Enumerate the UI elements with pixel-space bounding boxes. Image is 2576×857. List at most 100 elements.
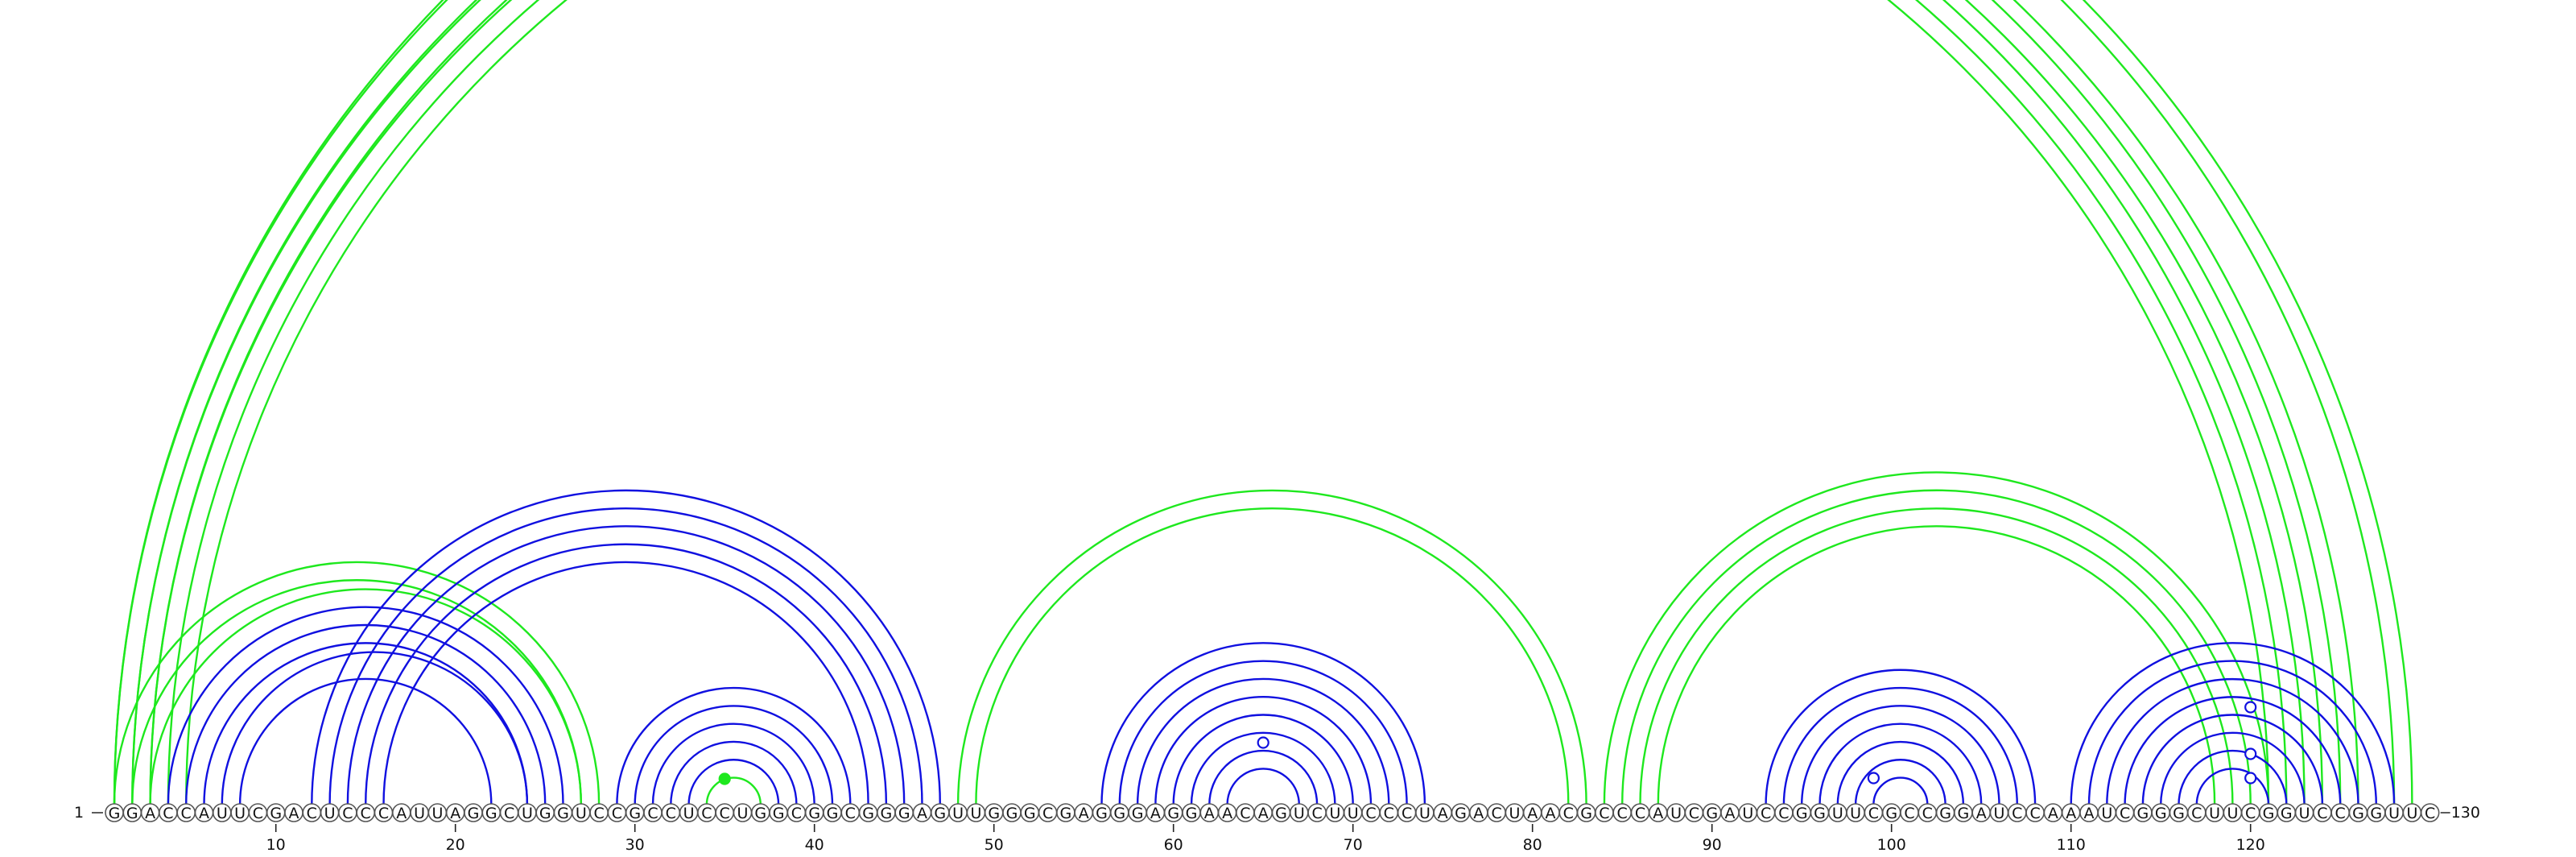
nucleotide: A — [1720, 803, 1740, 822]
nucleotide: A — [1199, 803, 1220, 822]
nucleotide: G — [2277, 803, 2297, 822]
nucleotide: G — [1056, 803, 1075, 822]
nucleotide-letter: C — [1904, 805, 1914, 822]
nucleotide: U — [1738, 803, 1758, 822]
base-pair-arc — [1657, 525, 2216, 805]
nucleotide-letter: A — [917, 805, 927, 822]
nucleotide: U — [2384, 803, 2404, 822]
nucleotide-letter: U — [1670, 805, 1682, 822]
nucleotide: G — [535, 803, 555, 822]
nucleotide: C — [1236, 803, 1255, 822]
nucleotide: U — [410, 803, 429, 822]
nucleotide-letter: U — [522, 805, 533, 822]
nucleotide-letter: A — [199, 805, 209, 822]
nucleotide: U — [966, 803, 986, 822]
nucleotide-letter: G — [988, 805, 1000, 822]
nucleotide-letter: A — [289, 805, 299, 822]
base-pair-arc — [1118, 660, 1408, 805]
nucleotide-letter: G — [1006, 805, 1018, 822]
nucleotide: U — [2097, 803, 2117, 822]
nucleotide-letter: G — [1024, 805, 1036, 822]
nucleotide: G — [1020, 803, 1040, 822]
base-pair-arc — [2178, 749, 2288, 805]
nucleotide: C — [1038, 803, 1058, 822]
nucleotide-letter: G — [485, 805, 497, 822]
nucleotide-letter: G — [934, 805, 946, 822]
nucleotide-letter: C — [2245, 805, 2256, 822]
arc-marker — [718, 772, 731, 785]
base-pair-arc — [149, 0, 2306, 805]
arc-marker — [1867, 772, 1880, 785]
nucleotide: G — [769, 803, 788, 822]
arc-marker — [2244, 747, 2257, 760]
nucleotide: U — [1325, 803, 1345, 822]
nucleotide-letter: G — [773, 805, 785, 822]
base-pair-arc — [2124, 696, 2342, 805]
nucleotide-letter: C — [1599, 805, 1609, 822]
nucleotide-letter: C — [1491, 805, 1501, 822]
nucleotide-letter: U — [576, 805, 587, 822]
nucleotide-letter: A — [1258, 805, 1269, 822]
base-pair-arc — [1801, 705, 2000, 805]
nucleotide: U — [1828, 803, 1847, 822]
nucleotide-letter: C — [378, 805, 389, 822]
nucleotide: C — [589, 803, 609, 822]
sequence-end-label: 130 — [2451, 804, 2480, 822]
base-pair-arc — [651, 722, 815, 805]
nucleotide: C — [1612, 803, 1632, 822]
base-pair-arc — [131, 0, 2359, 805]
base-pair-arc — [167, 606, 564, 805]
nucleotide-letter: C — [2335, 805, 2346, 822]
nucleotide-letter: A — [1653, 805, 1663, 822]
nucleotide-letter: C — [1240, 805, 1250, 822]
base-pair-arcs — [113, 0, 2413, 805]
nucleotide-letter: U — [1348, 805, 1359, 822]
nucleotide-letter: G — [1885, 805, 1897, 822]
nucleotide-letter: A — [1204, 805, 1215, 822]
tick-label: 30 — [625, 836, 645, 854]
nucleotide: C — [1684, 803, 1704, 822]
nucleotide: C — [840, 803, 861, 822]
nucleotide-letter: A — [1473, 805, 1484, 822]
nucleotide-letter: A — [1222, 805, 1232, 822]
base-pair-arc — [1154, 696, 1373, 805]
nucleotide-letter: U — [952, 805, 964, 822]
nucleotide: G — [877, 803, 896, 822]
nucleotide: G — [1576, 803, 1596, 822]
nucleotide-letter: C — [1868, 805, 1879, 822]
nucleotide-letter: C — [845, 805, 856, 822]
base-pair-arc — [131, 0, 2342, 805]
tick-label: 110 — [2057, 836, 2086, 854]
base-pair-arc — [1226, 768, 1300, 805]
nucleotide-letter: U — [1742, 805, 1753, 822]
nucleotide-letter: U — [234, 805, 246, 822]
nucleotide-letter: A — [145, 805, 155, 822]
nucleotide-letter: G — [2281, 805, 2293, 822]
nucleotide-letter: G — [468, 805, 480, 822]
nucleotide: U — [1505, 803, 1525, 822]
nucleotide-letter: C — [307, 805, 317, 822]
nucleotide: C — [302, 803, 322, 822]
base-pair-arc — [956, 489, 1587, 805]
base-pair-arc — [221, 651, 529, 805]
nucleotide: C — [697, 803, 716, 822]
base-pair-arc — [1818, 722, 1983, 805]
nucleotide: G — [122, 803, 142, 822]
nucleotide: G — [1163, 803, 1183, 822]
tick-label: 10 — [266, 836, 286, 854]
nucleotide-letter: C — [2191, 805, 2202, 822]
nucleotide: U — [2205, 803, 2224, 822]
nucleotide: G — [553, 803, 573, 822]
sequence-backbone: 1 130 — [74, 804, 2480, 822]
nucleotide-letter: C — [504, 805, 514, 822]
nucleotide: A — [1253, 803, 1273, 822]
nucleotide: A — [2061, 803, 2081, 822]
nucleotide: C — [338, 803, 357, 822]
nucleotide: G — [2259, 803, 2278, 822]
base-pair-arc — [1100, 642, 1426, 805]
nucleotide-letter: C — [612, 805, 622, 822]
nucleotide-letter: C — [1384, 805, 1394, 822]
nucleotide: G — [894, 803, 914, 822]
base-pair-arc — [1621, 489, 2252, 805]
nucleotide-letter: A — [1976, 805, 1987, 822]
